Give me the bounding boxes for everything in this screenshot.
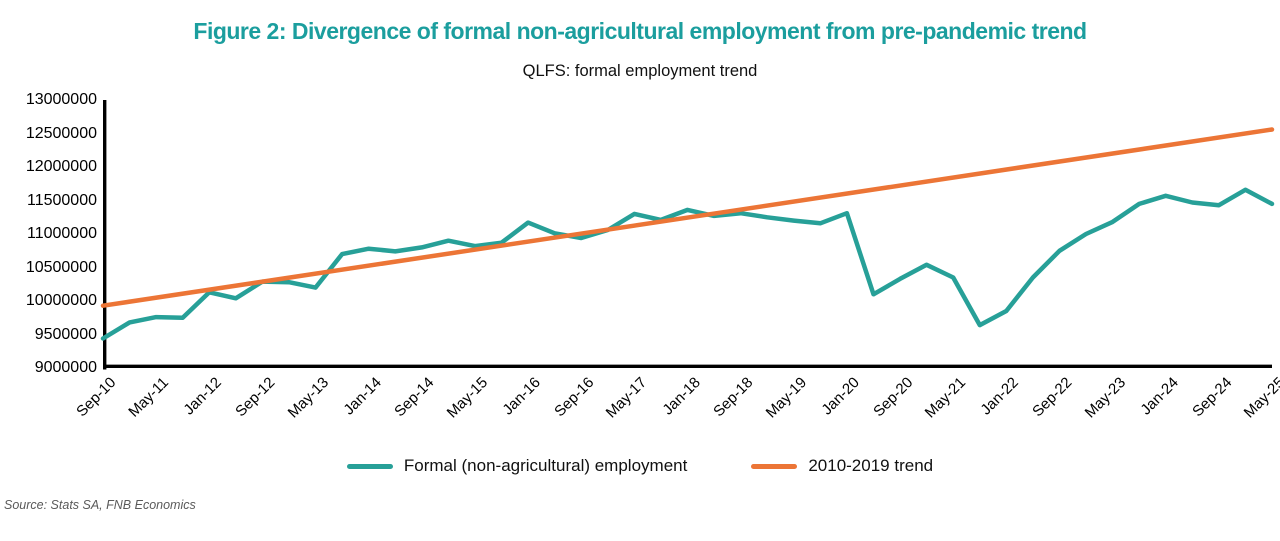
source-note: Source: Stats SA, FNB Economics: [4, 498, 196, 512]
y-axis-label: 11500000: [27, 191, 97, 209]
x-axis-label: Sep-16: [551, 374, 598, 421]
x-axis-label: Sep-10: [72, 374, 120, 421]
x-axis-label: Jan-16: [499, 374, 545, 419]
x-axis-label: May-25: [1240, 374, 1280, 422]
chart-legend: Formal (non-agricultural) employment 201…: [0, 456, 1280, 476]
y-axis-label: 10000000: [25, 292, 97, 309]
x-axis-label: May-15: [443, 374, 491, 422]
x-axis-label: Jan-14: [340, 374, 385, 419]
x-axis-label: May-17: [602, 374, 651, 422]
x-axis-label: Jan-22: [977, 374, 1023, 419]
x-axis-label: Sep-24: [1188, 374, 1235, 421]
x-axis-label: Jan-24: [1137, 374, 1182, 419]
x-axis-label: Jan-12: [180, 374, 226, 419]
x-axis-label: Sep-14: [391, 374, 438, 421]
x-axis-label: Jan-18: [659, 374, 704, 419]
x-axis-label: Sep-18: [710, 374, 757, 421]
figure-title: Figure 2: Divergence of formal non-agric…: [193, 18, 1087, 44]
legend-label-trend: 2010-2019 trend: [808, 456, 934, 475]
y-axis-label: 9000000: [34, 359, 97, 376]
legend-item-trend: 2010-2019 trend: [751, 456, 933, 476]
legend-item-employment: Formal (non-agricultural) employment: [346, 456, 688, 476]
x-axis-label: May-11: [125, 374, 173, 421]
plot-svg: [100, 100, 1275, 370]
x-axis-label: Sep-20: [869, 374, 917, 421]
y-axis-label: 12500000: [25, 124, 97, 142]
x-axis-label: May-13: [284, 374, 332, 422]
y-axis-label: 9500000: [34, 325, 97, 343]
trend-line-swatch-icon: [751, 463, 798, 469]
x-axis-label: Sep-12: [232, 374, 279, 421]
y-axis-label: 12000000: [25, 158, 97, 175]
y-axis-label: 10500000: [25, 258, 97, 276]
legend-label-employment: Formal (non-agricultural) employment: [403, 456, 688, 475]
x-axis-label: Jan-20: [818, 374, 863, 419]
y-axis-label: 11000000: [27, 225, 97, 242]
trend-line: [100, 127, 1275, 308]
employment-line: [100, 187, 1275, 341]
employment-line-swatch-icon: [346, 463, 393, 469]
x-axis-label: May-23: [1081, 374, 1129, 422]
y-axis-label: 13000000: [25, 91, 97, 108]
x-axis-label: Sep-22: [1029, 374, 1076, 421]
chart-subtitle: QLFS: formal employment trend: [522, 62, 758, 80]
x-axis-label: May-21: [921, 374, 970, 422]
x-axis-label: May-19: [762, 374, 810, 422]
